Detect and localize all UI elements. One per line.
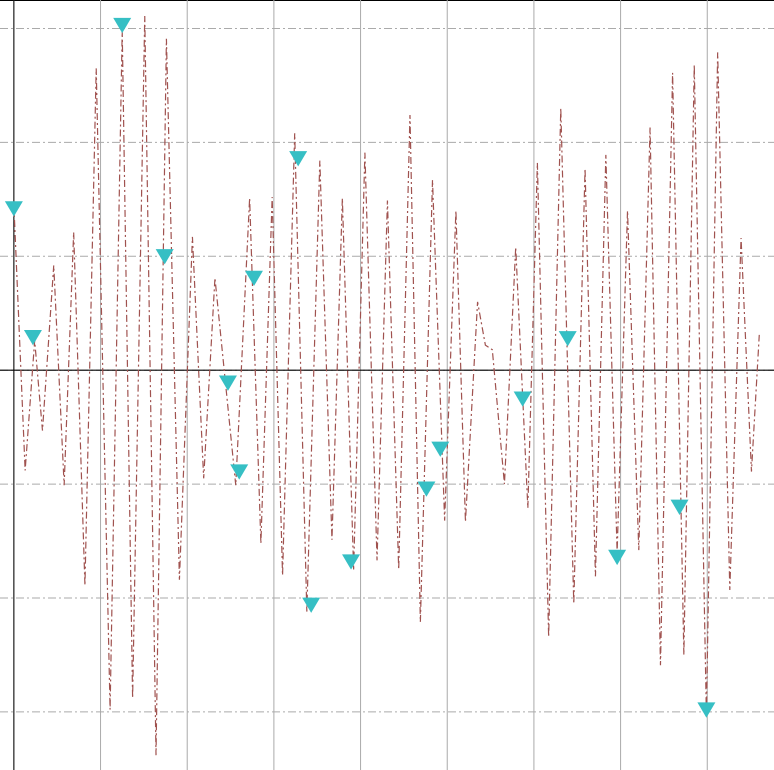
marker — [244, 270, 263, 287]
marker — [431, 441, 450, 457]
marker — [608, 549, 627, 566]
marker — [155, 249, 174, 265]
marker — [4, 201, 23, 217]
marker — [558, 331, 577, 347]
marker — [417, 481, 436, 497]
data-line — [13, 15, 760, 756]
marker — [302, 597, 321, 613]
marker — [23, 329, 42, 346]
marker — [513, 391, 532, 407]
marker — [697, 702, 716, 718]
marker — [230, 464, 249, 480]
marker — [342, 554, 361, 570]
marker — [113, 17, 132, 34]
marker — [670, 499, 689, 515]
marker — [289, 151, 308, 167]
marker — [218, 375, 237, 391]
